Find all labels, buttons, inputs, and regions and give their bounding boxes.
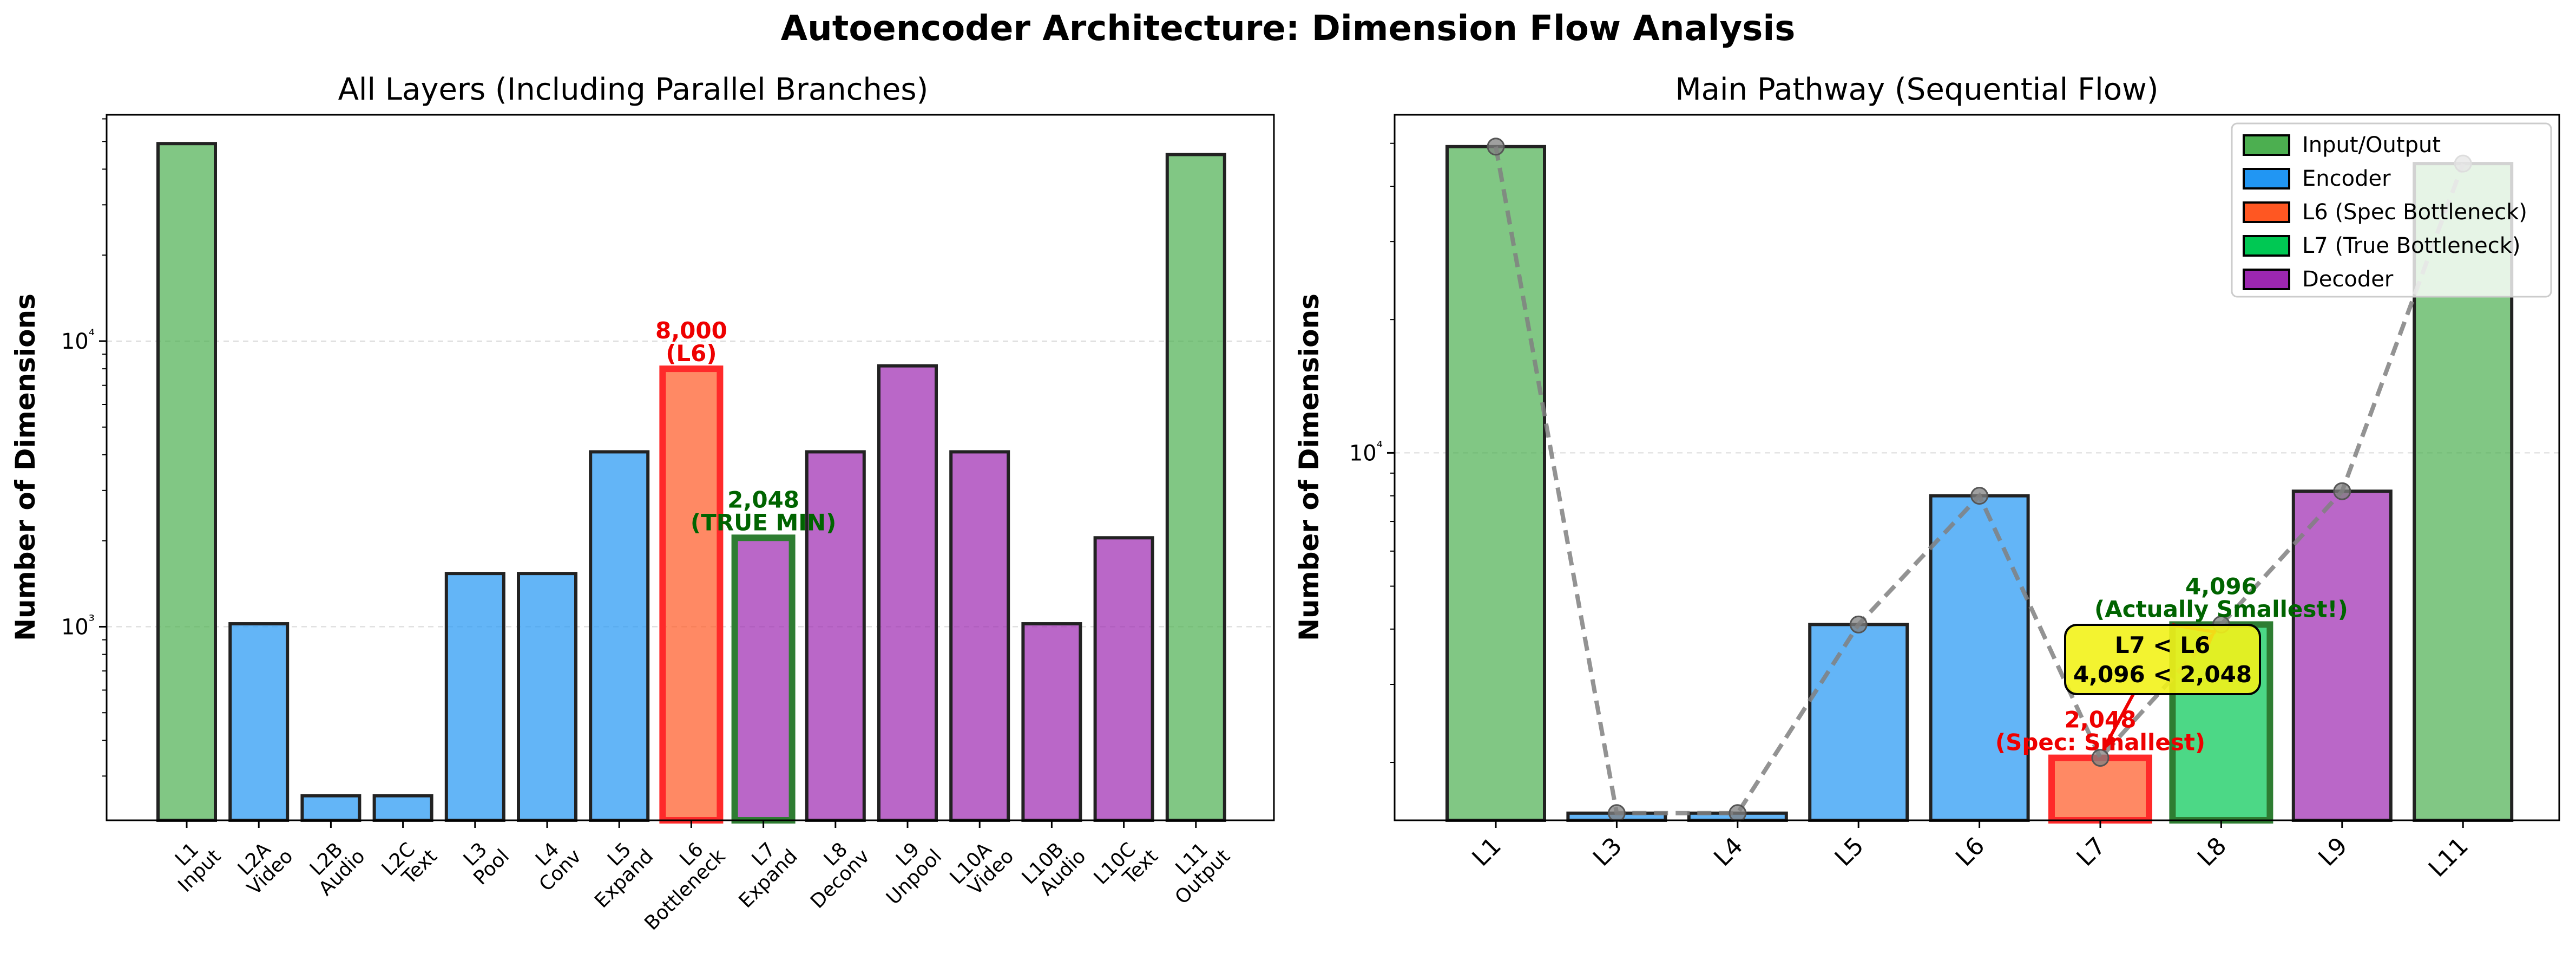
bar xyxy=(1445,145,1546,822)
trend-point xyxy=(2333,482,2351,500)
legend-label: L7 (True Bottleneck) xyxy=(2302,233,2520,258)
data-label: 4,096 xyxy=(2185,573,2257,599)
legend-label: Encoder xyxy=(2302,166,2391,191)
legend-swatch xyxy=(2243,201,2290,223)
bar xyxy=(731,534,796,824)
bar xyxy=(805,450,866,822)
trend-point xyxy=(1607,804,1626,822)
right-annotations: 2,048(Spec: Smallest)4,096(Actually Smal… xyxy=(1995,573,2348,755)
y-tick-label-base: 10 xyxy=(1349,441,1377,466)
legend-swatch xyxy=(2243,168,2290,190)
data-label: (Actually Smallest!) xyxy=(2094,596,2348,622)
bar xyxy=(949,450,1010,822)
chart-main-pathway: Main Pathway (Sequential Flow) 10⁴ L1 L3 L… xyxy=(1293,72,2560,883)
y-tick-label-base: 10 xyxy=(61,329,89,354)
callout-line2: 4,096 < 2,048 xyxy=(2073,661,2252,688)
data-label: (Spec: Smallest) xyxy=(1995,729,2205,756)
bar xyxy=(228,622,290,822)
bar xyxy=(2291,489,2393,822)
data-label: (TRUE MIN) xyxy=(691,509,836,535)
left-y-axis-label: Number of Dimensions xyxy=(10,293,41,641)
legend-swatch xyxy=(2243,235,2290,257)
trend-point xyxy=(1487,138,1505,156)
y-tick-label: 10³ xyxy=(61,611,95,640)
legend-label: Decoder xyxy=(2302,267,2394,292)
data-label: (L6) xyxy=(666,340,717,367)
right-plot-frame xyxy=(1394,114,2560,821)
bar xyxy=(300,794,362,822)
y-tick-label-exp: ⁴ xyxy=(1377,437,1383,455)
callout-box xyxy=(2064,624,2261,695)
legend-swatch xyxy=(2243,269,2290,290)
y-tick-label-exp: ³ xyxy=(89,611,95,629)
callout-arrowhead xyxy=(2104,734,2117,750)
legend-swatch xyxy=(2243,134,2290,156)
y-tick-label: 10⁴ xyxy=(1349,437,1383,466)
trend-point xyxy=(1729,804,1747,822)
trend-point xyxy=(1849,615,1868,634)
left-bars xyxy=(156,142,1226,824)
trend-point xyxy=(1970,487,1989,505)
bar xyxy=(1808,623,1909,822)
chart-all-layers-title: All Layers (Including Parallel Branches) xyxy=(338,72,929,107)
data-label: 2,048 xyxy=(727,486,799,513)
bar xyxy=(517,572,577,822)
legend-label: L6 (Spec Bottleneck) xyxy=(2302,200,2527,225)
bar xyxy=(156,142,217,822)
figure-title: Autoencoder Architecture: Dimension Flow… xyxy=(781,9,1796,49)
callout-line1: L7 < L6 xyxy=(2115,632,2210,658)
bar xyxy=(659,365,724,824)
bar xyxy=(589,450,650,822)
chart-main-pathway-title: Main Pathway (Sequential Flow) xyxy=(1675,72,2158,107)
legend-label: Input/Output xyxy=(2302,133,2441,158)
right-y-ticks: 10⁴ xyxy=(1349,142,1395,763)
bar xyxy=(444,572,505,822)
right-y-axis-label: Number of Dimensions xyxy=(1293,293,1325,641)
bar xyxy=(372,794,433,822)
y-tick-label: 10⁴ xyxy=(61,325,95,354)
legend: Input/Output Encoder L6 (Spec Bottleneck) L… xyxy=(2231,122,2552,298)
bar xyxy=(1165,153,1226,822)
bar xyxy=(877,364,938,822)
bar xyxy=(1093,536,1154,822)
data-label: 8,000 xyxy=(655,317,727,344)
y-tick-label-base: 10 xyxy=(61,615,89,639)
trend-point xyxy=(2091,749,2110,767)
bar xyxy=(1929,494,2030,822)
left-annotations: 8,000(L6) 2,048(TRUE MIN) xyxy=(655,317,836,535)
bar xyxy=(1021,622,1082,822)
bar xyxy=(2048,754,2152,824)
y-tick-label-exp: ⁴ xyxy=(89,325,95,343)
legend-frame xyxy=(2231,122,2552,298)
left-plot-frame xyxy=(106,114,1275,821)
